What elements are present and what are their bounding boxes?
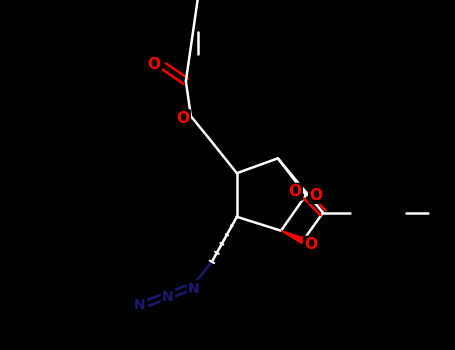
Text: O: O [309,188,323,203]
Text: O: O [288,184,302,199]
Text: O: O [177,111,189,126]
Text: N: N [162,290,174,304]
Text: N: N [134,298,146,312]
Text: O: O [147,57,160,72]
Text: O: O [304,237,318,252]
Polygon shape [281,231,304,244]
Text: N: N [188,282,200,296]
